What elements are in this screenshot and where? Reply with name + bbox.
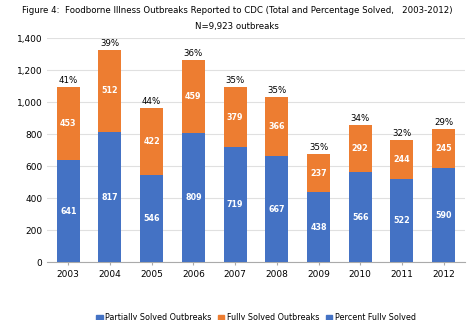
Text: 39%: 39% [100,39,119,48]
Text: 459: 459 [185,92,201,101]
Bar [224,147,246,262]
Text: 244: 244 [393,155,410,164]
Bar [99,132,121,262]
Bar [140,108,163,175]
Bar [432,129,455,168]
Text: 453: 453 [60,119,76,128]
Bar [182,133,205,262]
Text: N=9,923 outbreaks: N=9,923 outbreaks [195,22,279,31]
Text: 809: 809 [185,193,202,202]
Bar [224,87,246,147]
Text: 35%: 35% [267,86,286,95]
Text: 29%: 29% [434,118,453,127]
Bar [307,154,330,192]
Bar [349,172,372,262]
Text: 546: 546 [144,214,160,223]
Bar [307,192,330,262]
Text: 41%: 41% [59,76,78,85]
Text: 641: 641 [60,207,76,216]
Text: 379: 379 [227,113,243,122]
Text: 44%: 44% [142,97,161,106]
Text: 35%: 35% [226,76,245,85]
Bar [99,50,121,132]
Text: 522: 522 [393,216,410,225]
Text: 566: 566 [352,212,368,222]
Text: 438: 438 [310,223,327,232]
Legend: Partially Solved Outbreaks, Fully Solved Outbreaks, Percent Fully Solved: Partially Solved Outbreaks, Fully Solved… [93,310,419,320]
Text: 32%: 32% [392,129,411,138]
Text: 719: 719 [227,200,243,209]
Text: 36%: 36% [184,49,203,58]
Text: 34%: 34% [351,114,370,123]
Bar [265,156,288,262]
Text: 667: 667 [269,204,285,213]
Text: 422: 422 [143,137,160,146]
Text: Figure 4:  Foodborne Illness Outbreaks Reported to CDC (Total and Percentage Sol: Figure 4: Foodborne Illness Outbreaks Re… [22,6,452,15]
Text: 245: 245 [435,144,452,153]
Text: 590: 590 [436,211,452,220]
Bar [391,140,413,179]
Bar [391,179,413,262]
Bar [57,87,80,160]
Bar [57,160,80,262]
Bar [140,175,163,262]
Text: 817: 817 [101,193,118,202]
Text: 366: 366 [269,122,285,131]
Bar [182,60,205,133]
Bar [432,168,455,262]
Text: 512: 512 [101,86,118,95]
Text: 35%: 35% [309,143,328,152]
Bar [265,97,288,156]
Text: 237: 237 [310,169,327,178]
Text: 292: 292 [352,144,369,153]
Bar [349,125,372,172]
